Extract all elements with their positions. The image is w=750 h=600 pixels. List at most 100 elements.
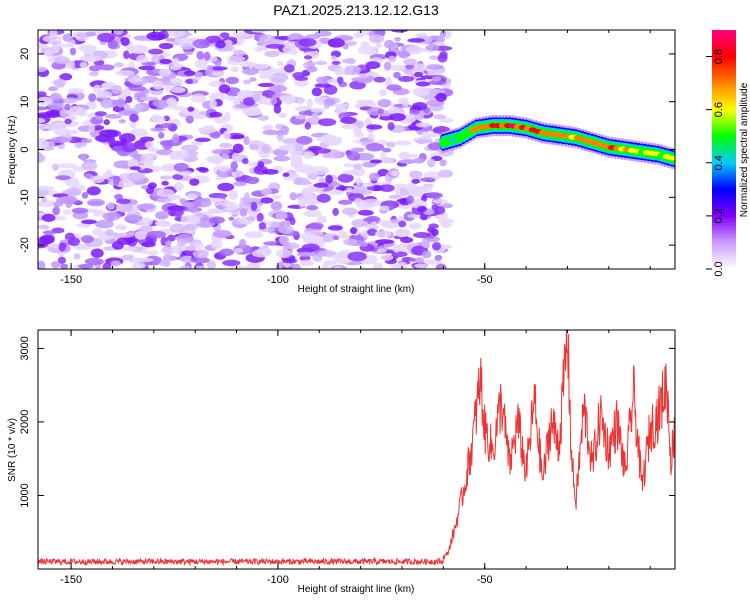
noise-cell (299, 259, 315, 267)
noise-cell (160, 122, 173, 129)
colorbar-tick-label: 0.8 (713, 49, 725, 64)
noise-cell (412, 101, 428, 111)
noise-cell (425, 44, 440, 52)
noise-cell (426, 64, 444, 70)
noise-cell (415, 81, 431, 87)
noise-cell (74, 142, 83, 148)
noise-cell (179, 198, 187, 204)
noise-cell (248, 143, 260, 151)
noise-cell (71, 207, 89, 214)
noise-cell (343, 163, 354, 168)
noise-cell (386, 141, 396, 148)
noise-cell (244, 231, 264, 239)
noise-cell (409, 109, 421, 115)
noise-cell (303, 151, 315, 159)
snr-frame (37, 329, 676, 570)
noise-cell (53, 127, 71, 137)
noise-cell (110, 260, 121, 267)
noise-cell (323, 84, 338, 95)
noise-cell (154, 220, 163, 226)
noise-cell (420, 177, 436, 183)
noise-cell (128, 44, 149, 54)
noise-cell (115, 203, 134, 213)
noise-cell (346, 187, 353, 193)
noise-cell (233, 181, 247, 187)
noise-cell (233, 247, 244, 254)
noise-cell (398, 159, 418, 164)
noise-cell (252, 93, 261, 102)
noise-cell (337, 230, 348, 239)
noise-cell (58, 242, 66, 252)
noise-cell (312, 253, 323, 262)
noise-cell (378, 99, 392, 108)
noise-cell (67, 88, 84, 94)
noise-cell (242, 79, 252, 85)
noise-cell (278, 225, 294, 234)
noise-cell (228, 189, 239, 200)
colorbar-label: Normalized spectral amplitude (739, 82, 750, 217)
noise-cell (398, 50, 410, 59)
noise-cell (440, 118, 454, 123)
noise-cell (59, 73, 73, 81)
noise-cell (239, 61, 257, 68)
noise-cell (152, 99, 170, 108)
noise-cell (185, 115, 194, 124)
noise-cell (373, 185, 382, 192)
noise-cell (193, 71, 204, 78)
noise-cell (113, 30, 124, 35)
noise-cell (210, 239, 223, 250)
noise-cell (76, 223, 91, 228)
noise-cell (334, 255, 352, 265)
noise-cell (254, 46, 263, 53)
noise-cell (427, 142, 442, 151)
noise-cell (379, 205, 390, 211)
noise-cell (311, 166, 329, 176)
noise-cell (162, 140, 173, 150)
noise-cell (375, 43, 383, 48)
noise-cell (107, 39, 119, 49)
noise-cell (158, 42, 174, 50)
noise-cell (92, 209, 106, 217)
noise-cell (272, 194, 282, 199)
noise-cell (282, 172, 290, 177)
noise-cell (57, 256, 66, 264)
noise-cell (48, 86, 58, 92)
noise-cell (407, 213, 425, 219)
noise-cell (322, 237, 334, 243)
noise-cell (399, 153, 419, 158)
noise-cell (411, 178, 421, 184)
colorbar-tick-label: 0.4 (713, 155, 725, 170)
snr-y-ticks: 1000 2000 3000 (19, 336, 675, 508)
noise-cell (352, 167, 366, 177)
snr-y-tick-label: 3000 (19, 336, 31, 360)
noise-cell (350, 147, 365, 153)
noise-cell (190, 93, 206, 103)
noise-cell (114, 193, 124, 201)
noise-cell (53, 201, 64, 208)
noise-cell (441, 203, 453, 209)
noise-cell (96, 90, 113, 99)
noise-cell (386, 84, 402, 91)
noise-cell (125, 95, 133, 104)
noise-cell (217, 182, 235, 192)
noise-cell (133, 257, 154, 263)
noise-cell (42, 230, 56, 235)
noise-cell (321, 263, 330, 269)
noise-cell (278, 112, 288, 118)
spectrogram-x-tick-label: -50 (477, 274, 493, 286)
noise-cell (88, 124, 96, 133)
spectrogram-x-tick-label: -100 (267, 274, 289, 286)
noise-cell (134, 230, 148, 240)
noise-cell (137, 203, 155, 210)
noise-cell (261, 169, 279, 175)
noise-cell (66, 187, 81, 197)
noise-cell (307, 230, 324, 236)
noise-cell (387, 122, 395, 131)
noise-cell (127, 172, 146, 182)
noise-cell (41, 213, 56, 222)
noise-cell (421, 131, 430, 140)
noise-cell (377, 108, 384, 115)
noise-cell (102, 212, 121, 221)
noise-cell (353, 197, 363, 205)
